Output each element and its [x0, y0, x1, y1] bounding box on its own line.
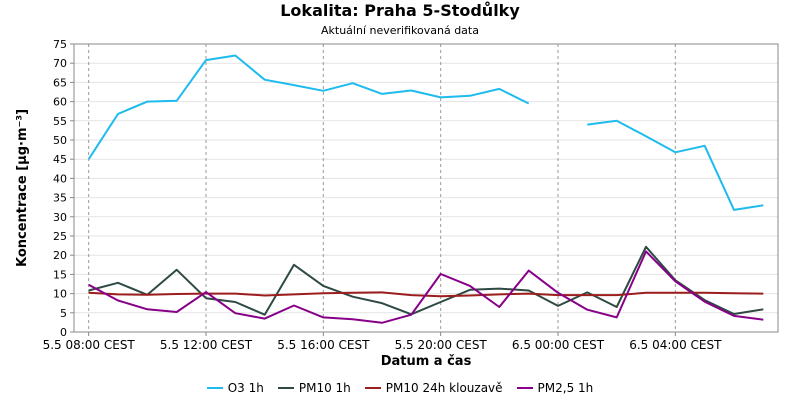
grid-layer — [74, 44, 778, 332]
y-tick-label: 70 — [53, 57, 67, 70]
legend-swatch — [364, 387, 381, 389]
legend-item: PM10 24h klouzavě — [364, 381, 503, 395]
x-tick-label: 5.5 12:00 CEST — [160, 338, 253, 352]
y-tick-label: 10 — [53, 288, 67, 301]
legend-label: PM10 1h — [298, 381, 351, 395]
legend-swatch — [516, 387, 533, 389]
legend-label: PM2,5 1h — [537, 381, 594, 395]
legend-item: PM10 1h — [277, 381, 351, 395]
legend-label: PM10 24h klouzavě — [385, 381, 503, 395]
y-tick-label: 25 — [53, 230, 67, 243]
y-tick-label: 45 — [53, 153, 67, 166]
chart-subtitle: Aktuální neverifikovaná data — [321, 24, 479, 37]
x-tick-label: 5.5 08:00 CEST — [43, 338, 136, 352]
y-axis-label: Koncentrace [µg·m⁻³] — [15, 109, 30, 267]
y-tick-label: 60 — [53, 96, 67, 109]
y-tick-label: 20 — [53, 249, 67, 262]
y-tick-label: 0 — [60, 326, 67, 339]
x-axis-label: Datum a čas — [381, 354, 472, 369]
chart-legend: O3 1h PM10 1h PM10 24h klouzavě PM2,5 1h — [0, 381, 800, 395]
x-tick-label: 5.5 20:00 CEST — [395, 338, 488, 352]
legend-swatch — [206, 387, 223, 389]
y-tick-label: 75 — [53, 38, 67, 51]
legend-item: PM2,5 1h — [516, 381, 594, 395]
legend-swatch — [277, 387, 294, 389]
x-tick-label: 5.5 16:00 CEST — [277, 338, 370, 352]
y-tick-label: 35 — [53, 192, 67, 205]
x-tick-label: 6.5 04:00 CEST — [629, 338, 722, 352]
y-tick-label: 50 — [53, 134, 67, 147]
x-axis: 5.5 08:00 CEST 5.5 12:00 CEST 5.5 16:00 CE… — [43, 332, 722, 352]
legend-label: O3 1h — [227, 381, 264, 395]
series-line-3 — [88, 250, 764, 324]
y-tick-label: 30 — [53, 211, 67, 224]
plot-frame — [73, 43, 779, 333]
legend-item: O3 1h — [206, 381, 264, 395]
y-tick-label: 65 — [53, 76, 67, 89]
series-layer — [87, 54, 764, 324]
series-line-1 — [88, 245, 764, 316]
series-line-0 — [87, 54, 764, 211]
y-tick-label: 15 — [53, 268, 67, 281]
chart-title: Lokalita: Praha 5-Stodůlky — [280, 1, 520, 20]
y-tick-label: 5 — [60, 307, 67, 320]
y-tick-label: 40 — [53, 172, 67, 185]
x-tick-label: 6.5 00:00 CEST — [512, 338, 605, 352]
y-tick-label: 55 — [53, 115, 67, 128]
y-axis: 0 5 10 15 20 25 30 35 40 45 50 55 60 65 70 75 — [53, 38, 74, 339]
